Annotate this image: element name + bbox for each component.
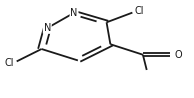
Text: N: N [70,8,78,18]
Text: O: O [174,50,182,60]
Text: Cl: Cl [134,6,144,16]
Text: Cl: Cl [4,58,14,68]
Text: N: N [44,23,51,33]
